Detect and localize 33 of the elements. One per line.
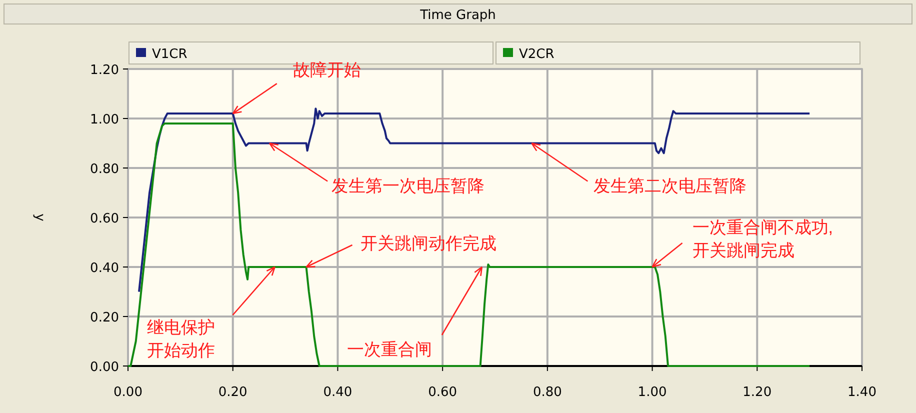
annotation: 发生第一次电压暂降 [332, 176, 485, 196]
x-tick-label: 1.20 [742, 385, 772, 400]
x-tick-label: 0.80 [532, 385, 562, 400]
annotation: 一次重合闸 [346, 266, 483, 359]
title-bar: Time Graph [4, 4, 912, 24]
chart-title: Time Graph [419, 8, 496, 23]
y-tick-label: 0.40 [90, 261, 119, 276]
annotation: 一次重合闸 [346, 340, 432, 359]
y-tick-label: 1.20 [90, 63, 119, 78]
y-tick-label: 0.20 [90, 310, 119, 326]
x-tick-label: 0.20 [218, 385, 248, 400]
annotation: 一次重合闸不成功, 开关跳闸完成 [692, 218, 834, 260]
x-tick-label: 1.40 [848, 385, 876, 400]
y-tick-label: 0.00 [90, 360, 119, 375]
legend-label: V1CR [152, 47, 188, 62]
y-axis-title: y [32, 214, 47, 222]
x-tick-label: 0.40 [323, 385, 352, 400]
y-tick-label: 0.60 [90, 212, 119, 226]
annotation: 继电保护开始动作 [146, 318, 215, 360]
legend-label: V2CR [519, 47, 554, 62]
y-tick-label: 0.80 [90, 162, 119, 177]
annotation: 开关跳闸动作完成 [306, 234, 496, 268]
annotation: 发生第一次电压暂降 [268, 142, 485, 196]
annotation: 一次重合闸不成功, 开关跳闸完成 [652, 218, 834, 268]
x-tick-label: 1.00 [638, 385, 667, 400]
annotation: 发生第二次电压暂降 [594, 176, 747, 196]
annotation: 发生第二次电压暂降 [531, 142, 747, 196]
annotation: 开关跳闸动作完成 [360, 234, 496, 253]
legend-item: V2CR [496, 42, 860, 64]
annotation: 继电保护开始动作 [146, 266, 276, 360]
y-tick-label: 1.00 [90, 112, 119, 128]
x-tick-label: 0.00 [114, 385, 142, 400]
x-tick-label: 0.60 [428, 385, 458, 400]
